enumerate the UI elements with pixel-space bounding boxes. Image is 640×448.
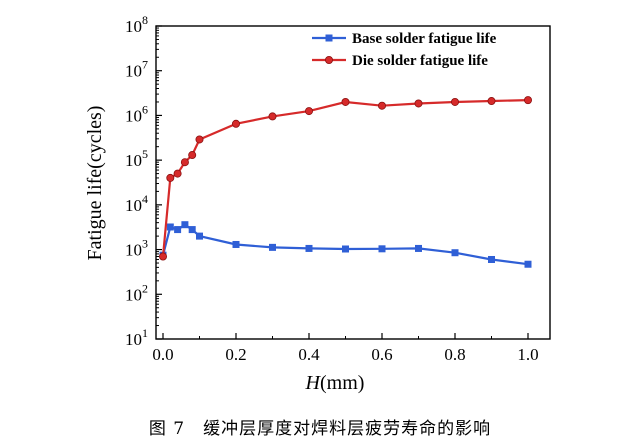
y-tick-label-base: 10 (125, 241, 142, 260)
data-point (450, 97, 459, 106)
data-point (158, 252, 167, 261)
legend-label: Base solder fatigue life (352, 31, 497, 47)
data-point (487, 97, 496, 106)
y-tick-label-exponent: 6 (142, 102, 148, 116)
data-point (188, 226, 196, 234)
series-line (161, 99, 529, 257)
data-point (488, 255, 495, 263)
y-tick-label-base: 10 (125, 17, 142, 36)
data-point (268, 112, 277, 121)
figure-caption: 图 7 缓冲层厚度对焊料层疲劳寿命的影响 (148, 419, 492, 439)
data-point (231, 119, 240, 128)
y-tick-label: 106 (125, 102, 148, 125)
y-tick-label-base: 10 (125, 62, 142, 81)
legend-marker (325, 34, 333, 42)
y-tick-label-exponent: 3 (142, 237, 148, 251)
series-layer (158, 96, 533, 268)
y-tick-label-base: 10 (125, 196, 142, 215)
legend-entry: Base solder fatigue life (312, 31, 497, 47)
legend-marker (324, 56, 333, 65)
y-tick-label-base: 10 (125, 285, 142, 304)
y-tick-label-base: 10 (125, 330, 142, 349)
y-tick-label-exponent: 1 (142, 326, 148, 340)
data-point (524, 260, 532, 268)
y-axis-title: Fatigue life(cycles) (84, 106, 106, 261)
data-point (232, 240, 240, 248)
y-tick-label: 105 (125, 147, 148, 170)
x-tick-label: 0.0 (152, 345, 173, 364)
data-point (377, 101, 386, 110)
data-point (524, 96, 533, 105)
y-tick-label-exponent: 4 (142, 192, 148, 206)
y-tick-label: 101 (125, 326, 148, 349)
data-point (166, 173, 175, 182)
y-tick-label: 102 (125, 281, 148, 304)
x-axis-title: H(mm) (305, 372, 365, 394)
series-base-solder (159, 221, 532, 268)
data-point (304, 107, 313, 116)
data-point (342, 245, 349, 253)
data-point (415, 244, 422, 252)
data-point (451, 249, 459, 257)
x-tick-label: 0.4 (298, 345, 320, 364)
y-tick-label: 108 (125, 13, 148, 36)
data-point (188, 151, 197, 160)
x-axis-ticks: 0.0 0.2 0.4 0.6 0.8 1.0 (152, 333, 539, 364)
legend-entry: Die solder fatigue life (312, 53, 488, 69)
y-tick-label-exponent: 8 (142, 13, 148, 27)
data-point (195, 135, 204, 144)
data-point (414, 99, 423, 108)
x-tick-label: 0.8 (444, 345, 465, 364)
legend-label: Die solder fatigue life (352, 53, 488, 69)
y-tick-label-exponent: 5 (142, 147, 148, 161)
data-point (305, 244, 313, 252)
y-tick-label: 103 (125, 237, 148, 260)
data-point (269, 243, 276, 251)
data-point (196, 232, 203, 240)
x-axis-title-unit: (mm) (320, 372, 364, 394)
data-point (166, 223, 174, 231)
y-tick-label-exponent: 7 (142, 58, 148, 72)
x-tick-label: 0.6 (371, 345, 392, 364)
plot-frame (155, 25, 551, 340)
y-tick-label-base: 10 (125, 151, 142, 170)
data-point (180, 158, 189, 167)
series-die-solder (158, 96, 533, 261)
data-point (341, 97, 350, 106)
x-tick-label: 1.0 (517, 345, 538, 364)
y-tick-label-base: 10 (125, 106, 142, 125)
y-tick-label: 104 (125, 192, 148, 215)
data-point (174, 226, 182, 234)
data-point (181, 221, 189, 229)
legend: Base solder fatigue life Die solder fatig… (312, 31, 497, 69)
x-axis-title-variable: H (305, 372, 322, 394)
y-tick-label: 107 (125, 58, 148, 81)
y-tick-label-exponent: 2 (142, 281, 148, 295)
data-point (378, 245, 386, 253)
x-tick-label: 0.2 (225, 345, 246, 364)
series-line (161, 223, 529, 266)
data-point (173, 169, 182, 178)
